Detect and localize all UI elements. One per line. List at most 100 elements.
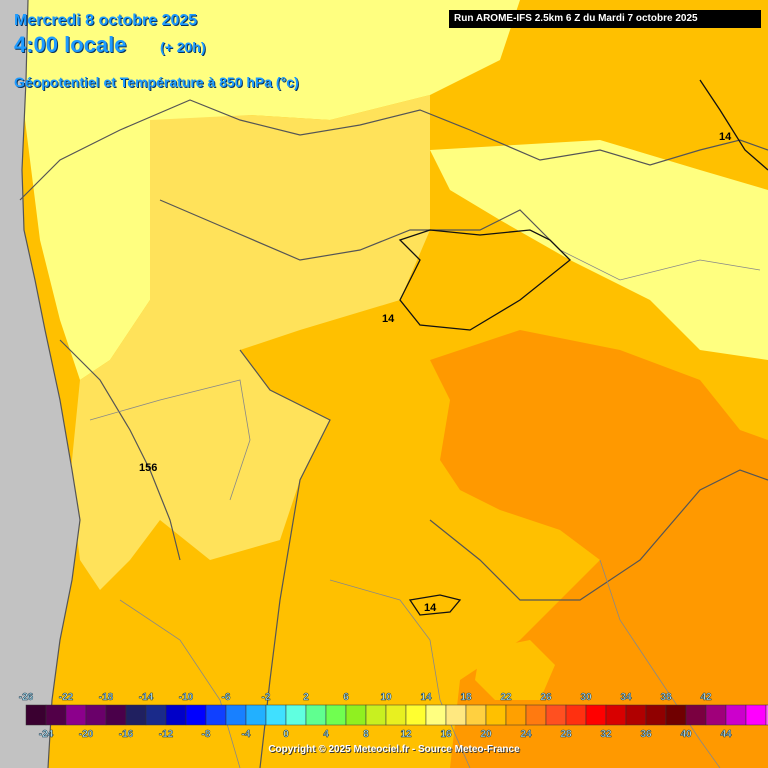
- legend-swatch: [85, 704, 107, 726]
- coastline: [21, 0, 81, 768]
- geopotential-isoline-14-b: [398, 229, 571, 331]
- run-info: Run AROME-IFS 2.5km 6 Z du Mardi 7 octob…: [449, 10, 761, 28]
- legend-swatch: [685, 704, 707, 726]
- parameter-title: Géopotentiel et Température à 850 hPa (°…: [14, 74, 299, 90]
- legend-swatch: [485, 704, 507, 726]
- legend-lower-tick: -16: [119, 729, 134, 740]
- legend-swatch: [705, 704, 727, 726]
- region-border-2: [239, 349, 331, 768]
- legend-swatch: [545, 704, 567, 726]
- legend-upper-tick: 42: [700, 692, 712, 703]
- temperature-field-14-ne: [700, 70, 768, 170]
- legend-upper-tick: -26: [19, 692, 34, 703]
- legend-swatch: [585, 704, 607, 726]
- legend-upper-tick: -18: [99, 692, 114, 703]
- legend-swatch: [505, 704, 527, 726]
- temperature-field-10: [0, 0, 520, 380]
- legend-upper-ticks: -26 -22 -18 -14 -10 -6 -2 2 6 10 14 18 22 26 30 34 38 42: [19, 692, 713, 704]
- legend-upper-tick: 2: [303, 692, 309, 703]
- legend-lower-tick: 32: [600, 729, 612, 740]
- legend-swatch: [525, 704, 547, 726]
- temperature-field-16-island: [475, 640, 555, 700]
- legend-lower-ticks: -24 -20 -16 -12 -8 -4 0 4 8 12 16 20 24 28 32 36 40 44: [39, 729, 733, 741]
- province-border-5: [119, 599, 241, 768]
- legend-swatch: [145, 704, 167, 726]
- legend-upper-tick: 22: [500, 692, 512, 703]
- legend-lower-tick: -20: [79, 729, 94, 740]
- legend-swatch: [465, 704, 487, 726]
- legend-lower-tick: 40: [680, 729, 692, 740]
- legend-upper-tick: 14: [420, 692, 432, 703]
- legend-swatch: [565, 704, 587, 726]
- legend-swatch: [425, 704, 447, 726]
- legend-swatch: [25, 704, 47, 726]
- temperature-field-10-ne: [430, 140, 768, 360]
- legend-swatch: [305, 704, 327, 726]
- province-border-2: [559, 249, 761, 281]
- legend-upper-tick: -2: [262, 692, 271, 703]
- isoline-label-2: 14: [382, 313, 395, 325]
- legend-swatch: [285, 704, 307, 726]
- legend-lower-tick: 44: [720, 729, 732, 740]
- geopotential-isoline-14: [699, 79, 768, 171]
- forecast-time: 4:00 locale: [14, 32, 127, 57]
- isoline-label-3: 14: [424, 602, 437, 614]
- region-border-3: [429, 469, 768, 601]
- legend-lower-tick: -8: [202, 729, 211, 740]
- legend-lower-tick: -4: [242, 729, 251, 740]
- geopotential-isoline-14-c: [408, 594, 462, 616]
- legend-swatch: [625, 704, 647, 726]
- legend-swatch: [445, 704, 467, 726]
- legend-swatch: [165, 704, 187, 726]
- legend-swatch: [645, 704, 667, 726]
- copyright: Copyright © 2025 Meteociel.fr - Source M…: [268, 744, 520, 755]
- forecast-lead-time: (+ 20h): [160, 39, 206, 55]
- legend-swatch: [365, 704, 387, 726]
- legend-lower-tick: 12: [400, 729, 412, 740]
- legend-upper-tick: -22: [59, 692, 74, 703]
- legend-swatch: [265, 704, 287, 726]
- legend-swatch: [385, 704, 407, 726]
- province-border-1: [89, 379, 251, 501]
- legend-upper-tick: -14: [139, 692, 154, 703]
- legend-swatch: [65, 704, 87, 726]
- sea: [0, 0, 80, 768]
- legend-swatch: [325, 704, 347, 726]
- color-legend: [25, 704, 768, 726]
- legend-lower-tick: 16: [440, 729, 452, 740]
- country-border: [19, 99, 768, 201]
- isoline-label-4: 156: [139, 462, 157, 474]
- legend-upper-tick: 30: [580, 692, 592, 703]
- legend-swatch: [45, 704, 67, 726]
- legend-upper-tick: 26: [540, 692, 552, 703]
- province-border-4: [599, 559, 721, 768]
- legend-upper-tick: -10: [179, 692, 194, 703]
- legend-upper-tick: 10: [380, 692, 392, 703]
- legend-lower-tick: 0: [283, 729, 289, 740]
- temperature-field-12: [70, 95, 430, 590]
- legend-upper-tick: -6: [222, 692, 231, 703]
- legend-swatch: [745, 704, 767, 726]
- region-border-1: [59, 339, 181, 561]
- legend-upper-tick: 34: [620, 692, 632, 703]
- legend-swatch: [725, 704, 747, 726]
- legend-lower-tick: 24: [520, 729, 532, 740]
- legend-upper-tick: 6: [343, 692, 349, 703]
- legend-lower-tick: -24: [39, 729, 54, 740]
- legend-swatch: [345, 704, 367, 726]
- legend-lower-tick: -12: [159, 729, 174, 740]
- legend-swatch: [125, 704, 147, 726]
- legend-lower-tick: 20: [480, 729, 492, 740]
- legend-lower-tick: 8: [363, 729, 369, 740]
- legend-swatch: [405, 704, 427, 726]
- legend-swatch: [665, 704, 687, 726]
- legend-swatch: [765, 704, 768, 726]
- region-border-4: [159, 199, 561, 261]
- isoline-label-1: 14: [719, 131, 732, 143]
- legend-upper-tick: 38: [660, 692, 672, 703]
- legend-swatch: [225, 704, 247, 726]
- legend-swatch: [205, 704, 227, 726]
- legend-upper-tick: 18: [460, 692, 472, 703]
- legend-swatch: [105, 704, 127, 726]
